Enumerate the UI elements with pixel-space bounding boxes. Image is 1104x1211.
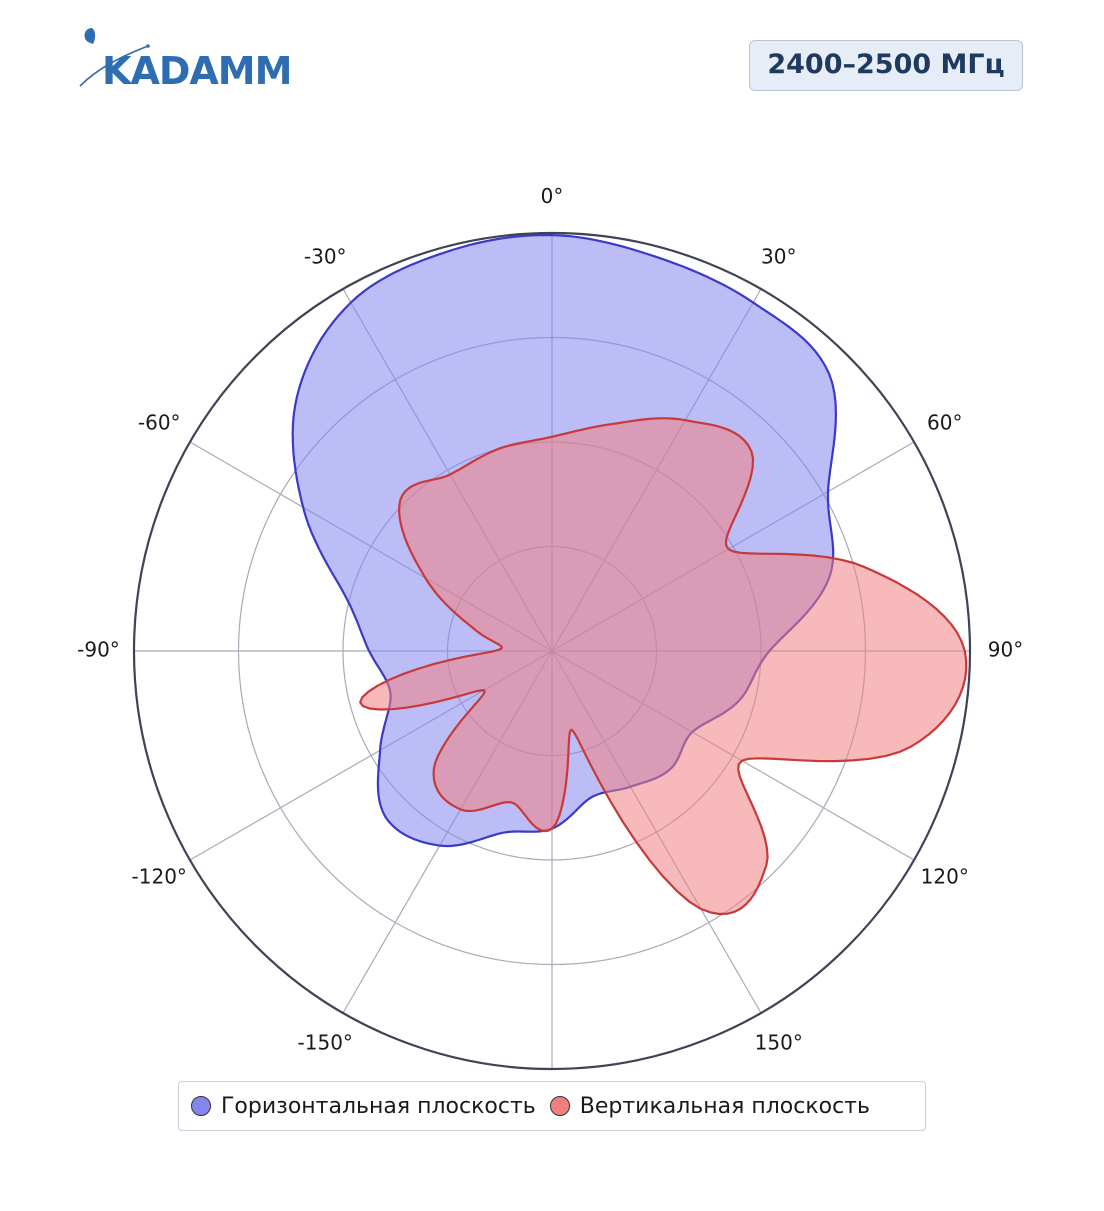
angular-tick-label: 60° [927,411,962,435]
angular-tick-label: -60° [138,411,181,435]
polar-series [291,233,968,916]
angular-tick-label: 30° [761,245,796,269]
legend: Горизонтальная плоскость Вертикальная пл… [178,1081,926,1131]
polar-axis [132,231,972,1071]
angular-tick-label: 120° [921,864,969,888]
kadamm-logo: KADAMM [78,22,290,94]
angular-tick-label: -150° [298,1030,353,1054]
angular-tick-label: -120° [132,864,187,888]
polar-chart: 0° 30° 60° 90° 120° 150° -150° -120° -90° -60° -30… [77,184,1023,1071]
polar-outer-ring [132,231,972,1071]
legend-label-vertical: Вертикальная плоскость [579,1093,870,1119]
series-vertical-plane[interactable] [359,417,968,916]
legend-swatch-horizontal [191,1096,211,1116]
angular-tick-label: 0° [541,184,564,208]
angular-tick-label: 150° [755,1030,803,1054]
frequency-badge: 2400–2500 МГц [749,40,1023,91]
angular-tick-label: -90° [77,638,120,662]
angular-tick-label: -30° [304,245,347,269]
angular-ticks: 0° 30° 60° 90° 120° 150° -150° -120° -90° -60° -30… [77,184,1023,1054]
kadamm-logo-mark: KADAMM [79,28,290,93]
legend-item-horizontal[interactable]: Горизонтальная плоскость [191,1094,536,1119]
legend-item-vertical[interactable]: Вертикальная плоскость [549,1093,870,1119]
legend-swatch-vertical [549,1096,570,1116]
logo-wordmark: KADAMM [102,49,290,93]
legend-label-horizontal: Горизонтальная плоскость [221,1093,536,1119]
angular-tick-label: 90° [988,638,1023,662]
